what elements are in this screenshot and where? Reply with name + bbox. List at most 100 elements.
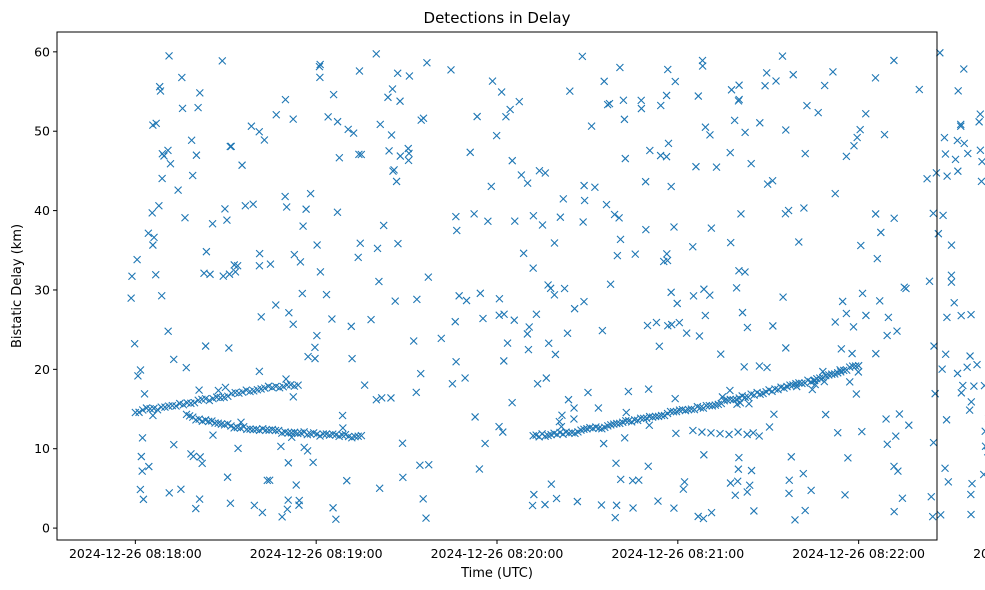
clutter-point xyxy=(801,149,810,158)
clutter-point xyxy=(452,357,460,366)
track-point xyxy=(138,406,147,414)
clutter-point xyxy=(169,355,178,364)
clutter-point xyxy=(698,62,707,70)
clutter-point xyxy=(563,329,572,338)
track-point xyxy=(726,395,735,404)
clutter-point xyxy=(447,66,455,74)
clutter-point xyxy=(695,332,704,340)
clutter-point xyxy=(137,452,146,461)
clutter-point xyxy=(763,180,772,188)
y-tick-label: 10 xyxy=(34,441,50,456)
clutter-point xyxy=(128,272,136,281)
track-point xyxy=(698,428,706,436)
track-point xyxy=(687,405,696,413)
clutter-point xyxy=(616,63,624,72)
clutter-point xyxy=(701,123,710,132)
clutter-point xyxy=(706,131,714,139)
clutter-point xyxy=(612,501,621,510)
clutter-point xyxy=(637,104,646,113)
track-point xyxy=(854,361,863,370)
clutter-point xyxy=(763,363,771,372)
clutter-point xyxy=(174,186,182,195)
clutter-point xyxy=(316,60,325,69)
track-point xyxy=(260,384,269,393)
clutter-point xyxy=(338,424,347,432)
clutter-point xyxy=(502,112,510,121)
clutter-point xyxy=(155,201,163,210)
clutter-point xyxy=(726,148,735,157)
clutter-point xyxy=(498,428,507,436)
clutter-point xyxy=(820,81,829,90)
track-point xyxy=(749,428,758,437)
clutter-point xyxy=(610,210,619,219)
clutter-point xyxy=(271,301,280,309)
clutter-point xyxy=(671,77,680,86)
clutter-point xyxy=(481,439,489,448)
track-point xyxy=(734,428,742,436)
clutter-point xyxy=(953,136,962,145)
clutter-point xyxy=(292,481,301,489)
clutter-point xyxy=(448,379,457,388)
clutter-point xyxy=(594,404,603,412)
clutter-point xyxy=(148,208,157,217)
clutter-point xyxy=(272,110,281,119)
clutter-point xyxy=(462,296,471,305)
clutter-point xyxy=(807,486,816,495)
clutter-point xyxy=(355,67,364,75)
clutter-point xyxy=(731,491,740,500)
clutter-point xyxy=(940,133,949,142)
clutter-point xyxy=(139,495,148,504)
clutter-point xyxy=(941,350,950,359)
clutter-point xyxy=(956,120,965,129)
clutter-point xyxy=(579,218,588,226)
clutter-point xyxy=(177,485,185,494)
clutter-point xyxy=(800,204,808,212)
track-point xyxy=(645,412,654,421)
clutter-point xyxy=(821,410,830,419)
clutter-point xyxy=(192,151,201,160)
clutter-point xyxy=(963,363,972,372)
y-tick-label: 60 xyxy=(34,44,50,59)
track-point xyxy=(720,396,729,405)
clutter-point xyxy=(645,421,654,430)
clutter-point xyxy=(208,219,217,228)
clutter-point xyxy=(503,339,512,347)
clutter-point xyxy=(214,386,223,395)
clutter-point xyxy=(730,116,739,125)
clutter-point xyxy=(393,69,402,78)
clutter-point xyxy=(873,254,882,263)
clutter-point xyxy=(166,159,175,168)
clutter-point xyxy=(791,515,799,524)
clutter-point xyxy=(705,291,714,299)
clutter-point xyxy=(234,444,242,453)
clutter-point xyxy=(741,268,749,276)
clutter-point xyxy=(794,238,803,246)
track-point xyxy=(981,427,985,436)
track-point xyxy=(743,430,752,439)
clutter-point xyxy=(290,250,299,259)
clutter-point xyxy=(694,512,703,521)
clutter-point xyxy=(538,221,547,229)
clutter-point xyxy=(348,354,356,363)
clutter-point xyxy=(875,296,884,305)
clutter-point xyxy=(315,73,324,82)
clutter-point xyxy=(843,454,852,462)
track-point xyxy=(354,432,363,441)
clutter-point xyxy=(707,224,716,233)
clutter-point xyxy=(737,210,745,218)
clutter-point xyxy=(525,323,534,331)
clutter-point xyxy=(641,225,650,234)
track-point xyxy=(716,429,724,438)
track-point xyxy=(319,430,328,438)
clutter-point xyxy=(856,125,865,134)
clutter-point xyxy=(265,476,274,485)
clutter-point xyxy=(451,317,460,326)
clutter-point xyxy=(283,505,292,514)
clutter-point xyxy=(891,432,900,441)
clutter-point xyxy=(672,429,680,438)
track-point xyxy=(725,430,733,439)
track-point xyxy=(338,431,347,439)
clutter-point xyxy=(667,182,676,191)
clutter-point xyxy=(331,515,340,524)
track-point xyxy=(294,381,302,389)
